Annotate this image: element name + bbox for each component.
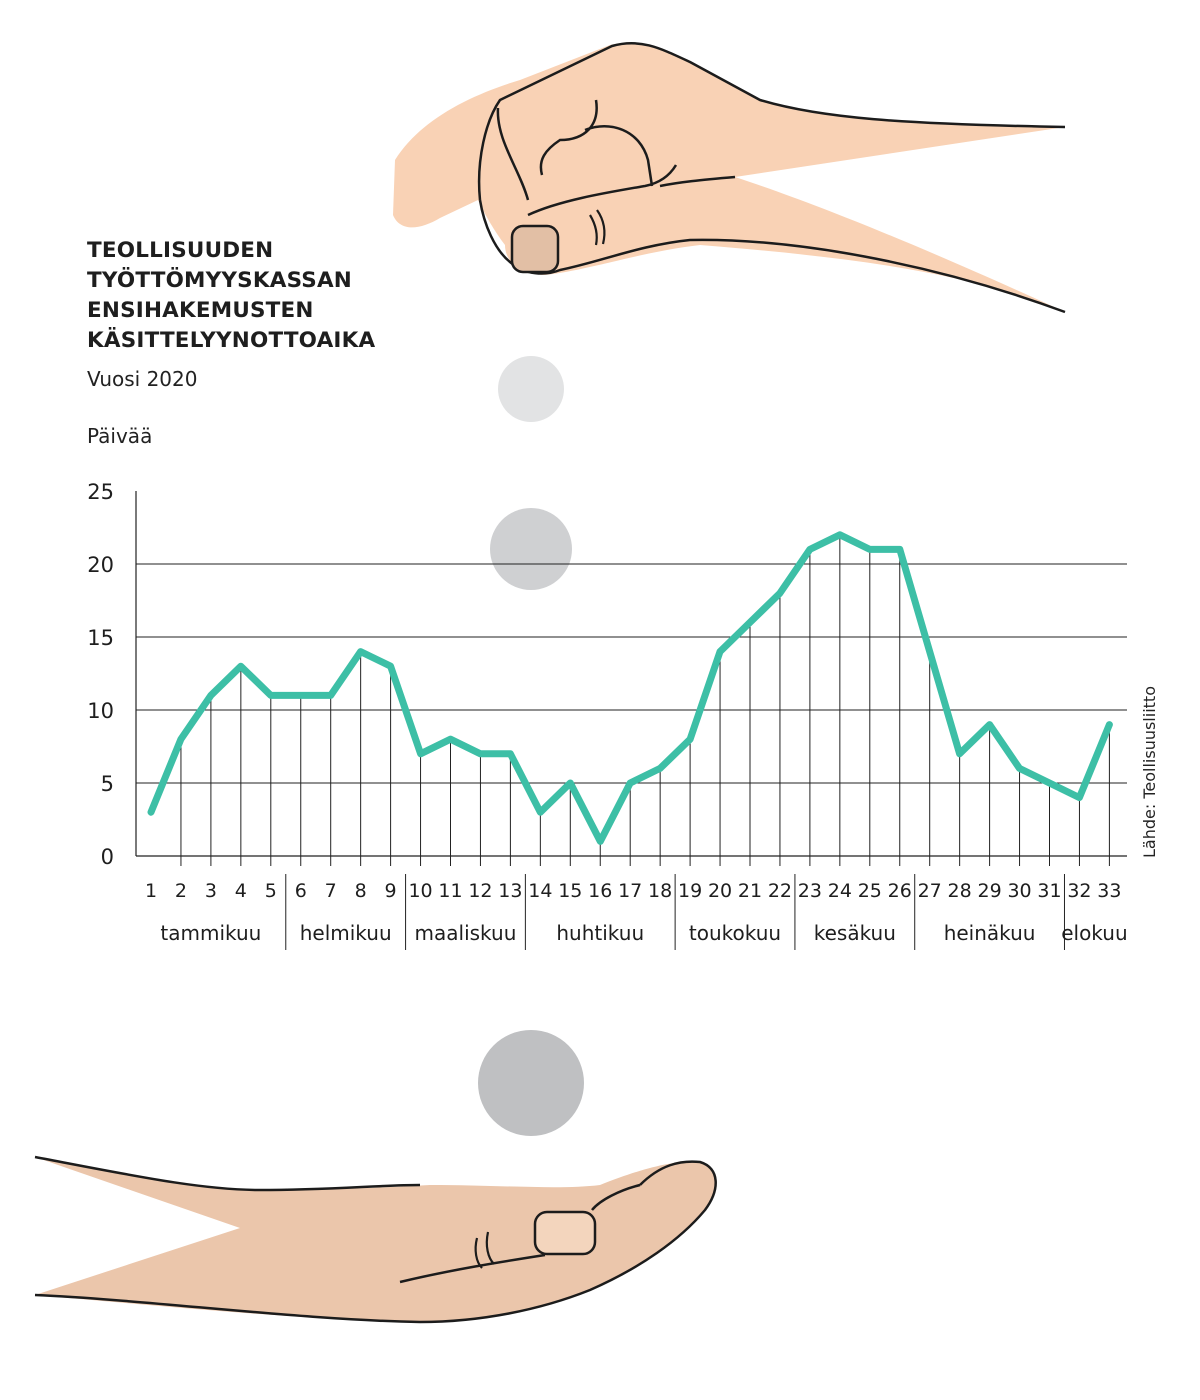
x-tick-label: 10: [408, 880, 432, 902]
x-tick-label: 26: [888, 880, 912, 902]
open-hand-icon: [34, 1155, 717, 1324]
month-label: kesäkuu: [814, 921, 896, 945]
x-tick-label: 30: [1007, 880, 1031, 902]
x-tick-label: 5: [265, 880, 277, 902]
x-tick-label: 17: [618, 880, 642, 902]
x-tick-label: 9: [385, 880, 397, 902]
month-label: toukokuu: [689, 921, 781, 945]
y-tick-label: 20: [87, 553, 114, 577]
chart-title-line: ENSIHAKEMUSTEN: [87, 298, 314, 323]
x-tick-label: 32: [1067, 880, 1091, 902]
x-tick-label: 13: [498, 880, 522, 902]
x-tick-label: 29: [978, 880, 1002, 902]
pinching-hand-icon: [393, 41, 1066, 314]
x-tick-label: 24: [828, 880, 852, 902]
month-label: elokuu: [1061, 921, 1127, 945]
x-tick-label: 15: [558, 880, 582, 902]
coin-icon: [478, 1030, 584, 1136]
source-note: Lähde: Teollisuusliitto: [1140, 686, 1159, 858]
x-tick-label: 2: [175, 880, 187, 902]
x-tick-label: 4: [235, 880, 247, 902]
x-tick-label: 8: [355, 880, 367, 902]
y-tick-label: 15: [87, 626, 114, 650]
series-line: [147, 531, 1113, 845]
y-axis-label: Päivää: [87, 424, 153, 448]
x-tick-label: 1: [145, 880, 157, 902]
y-tick-label: 0: [101, 845, 114, 869]
y-tick-label: 10: [87, 699, 114, 723]
chart-subtitle: Vuosi 2020: [87, 367, 198, 391]
drop-lines: [180, 534, 1110, 866]
month-label: huhtikuu: [556, 921, 644, 945]
x-tick-labels: 1 2 3 4 5 6 7 8 9 10 11 12 13 14 15 16 17 18 19 20 21 22 23 24 2…: [145, 880, 1122, 902]
chart-title: TEOLLISUUDEN TYÖTTÖMYYSKASSAN ENSIHAKEMU…: [87, 236, 375, 356]
month-label: tammikuu: [160, 921, 261, 945]
y-tick-label: 25: [87, 480, 114, 504]
y-tick-labels: 0 5 10 15 20 25: [87, 480, 114, 869]
x-tick-label: 23: [798, 880, 822, 902]
x-tick-label: 14: [528, 880, 552, 902]
x-tick-label: 6: [295, 880, 307, 902]
x-tick-label: 33: [1097, 880, 1121, 902]
coin-icon: [498, 356, 564, 422]
x-tick-label: 3: [205, 880, 217, 902]
chart-title-line: TEOLLISUUDEN: [87, 238, 274, 263]
grid-lines: [136, 563, 1127, 784]
x-tick-label: 12: [468, 880, 492, 902]
x-tick-label: 27: [918, 880, 942, 902]
x-tick-label: 25: [858, 880, 882, 902]
month-label: helmikuu: [300, 921, 392, 945]
chart-title-line: KÄSITTELYYNOTTOAIKA: [87, 328, 376, 353]
x-tick-label: 31: [1037, 880, 1061, 902]
month-label: maaliskuu: [415, 921, 517, 945]
y-tick-label: 5: [101, 772, 114, 796]
month-label: heinäkuu: [944, 921, 1036, 945]
x-tick-label: 7: [325, 880, 337, 902]
x-tick-label: 11: [438, 880, 462, 902]
x-tick-label: 16: [588, 880, 612, 902]
month-dividers: [285, 874, 1065, 950]
x-tick-label: 21: [738, 880, 762, 902]
chart-title-line: TYÖTTÖMYYSKASSAN: [87, 268, 353, 293]
x-tick-label: 20: [708, 880, 732, 902]
axes: [135, 491, 1127, 857]
x-tick-label: 19: [678, 880, 702, 902]
x-tick-label: 18: [648, 880, 672, 902]
month-labels: tammikuu helmikuu maaliskuu huhtikuu toukoku…: [160, 921, 1127, 945]
x-tick-label: 22: [768, 880, 792, 902]
coin-icon: [490, 508, 572, 590]
x-tick-label: 28: [948, 880, 972, 902]
